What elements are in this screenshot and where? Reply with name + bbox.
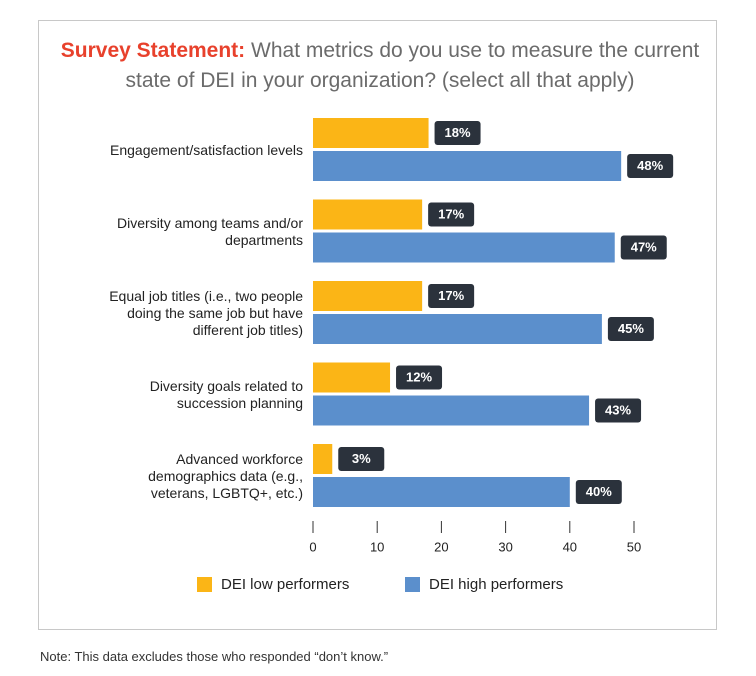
x-tick-label: 20 bbox=[434, 539, 448, 554]
x-tick-label: 10 bbox=[370, 539, 384, 554]
title-lead: Survey Statement: bbox=[60, 39, 246, 62]
frame bbox=[38, 20, 717, 630]
value-label-bg bbox=[428, 202, 475, 227]
bar bbox=[313, 199, 423, 230]
bar bbox=[313, 395, 590, 426]
value-label-bg bbox=[627, 154, 674, 178]
value-label: 48% bbox=[637, 158, 663, 173]
category-text: Diversity among teams and/or departments bbox=[117, 214, 303, 248]
note: Note: This data excludes those who respo… bbox=[40, 649, 389, 664]
value-label: 3% bbox=[352, 451, 371, 466]
bar bbox=[313, 362, 391, 393]
value-label-bg bbox=[620, 235, 667, 260]
value-label: 18% bbox=[445, 125, 471, 140]
category-text: Diversity goals related to succession pl… bbox=[149, 377, 303, 411]
value-label-bg bbox=[607, 317, 654, 341]
category-text: Equal job titles (i.e., two people doing… bbox=[109, 287, 303, 338]
bar bbox=[313, 281, 423, 311]
bar bbox=[313, 118, 429, 148]
bar bbox=[313, 314, 602, 344]
value-label: 47% bbox=[631, 239, 657, 254]
category-label: Advanced workforce demographics data (e.… bbox=[60, 444, 303, 508]
category-label: Diversity goals related to succession pl… bbox=[60, 363, 303, 427]
category-label: Equal job titles (i.e., two people doing… bbox=[60, 281, 303, 345]
category-label: Engagement/satisfaction levels bbox=[60, 118, 303, 182]
bar bbox=[313, 477, 570, 507]
legend-label: DEI high performers bbox=[429, 576, 563, 593]
value-label-bg bbox=[338, 447, 385, 471]
category-text: Advanced workforce demographics data (e.… bbox=[148, 450, 303, 501]
bar bbox=[313, 151, 622, 181]
bar bbox=[313, 232, 615, 263]
value-label: 12% bbox=[406, 369, 432, 384]
x-tick-label: 40 bbox=[563, 539, 577, 554]
value-label-bg bbox=[396, 365, 443, 390]
value-label: 17% bbox=[438, 288, 464, 303]
category-text: Engagement/satisfaction levels bbox=[110, 141, 303, 158]
x-tick-label: 30 bbox=[498, 539, 512, 554]
value-label-bg bbox=[434, 121, 481, 145]
value-label-bg bbox=[575, 480, 622, 504]
legend-swatch bbox=[197, 577, 212, 592]
title-text: What metrics do you use to measure the c… bbox=[125, 39, 700, 92]
chart-title: Survey Statement: What metrics do you us… bbox=[60, 36, 700, 96]
legend-swatch bbox=[405, 577, 420, 592]
value-label-bg bbox=[428, 284, 475, 308]
value-label-bg bbox=[595, 398, 642, 423]
value-label: 17% bbox=[438, 206, 464, 221]
value-label: 40% bbox=[586, 484, 612, 499]
x-tick-label: 50 bbox=[627, 539, 641, 554]
category-label: Diversity among teams and/or departments bbox=[60, 200, 303, 264]
value-label: 43% bbox=[605, 402, 631, 417]
legend-label: DEI low performers bbox=[221, 576, 349, 593]
value-label: 45% bbox=[618, 321, 644, 336]
x-tick-label: 0 bbox=[309, 539, 316, 554]
bar bbox=[313, 444, 333, 474]
